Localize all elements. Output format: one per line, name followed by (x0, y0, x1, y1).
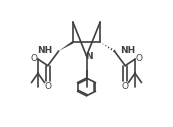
Text: O: O (30, 54, 38, 63)
Text: N: N (85, 52, 93, 61)
Text: O: O (44, 82, 51, 91)
Polygon shape (59, 41, 74, 51)
Text: O: O (135, 54, 143, 63)
Text: NH: NH (38, 46, 53, 55)
Text: NH: NH (120, 46, 135, 55)
Text: O: O (122, 82, 129, 91)
